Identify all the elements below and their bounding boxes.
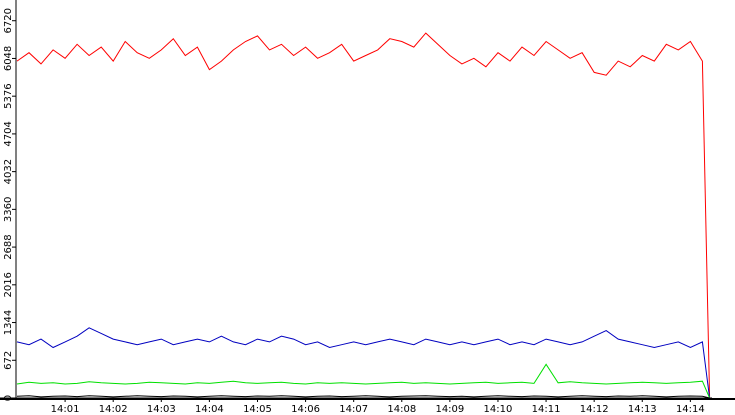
x-tick-label: 14:10 (484, 404, 513, 415)
x-tick-label: 14:13 (628, 404, 657, 415)
x-tick-label: 14:14 (676, 404, 705, 415)
y-tick-label: 6720 (3, 8, 14, 33)
series-line (16, 327, 711, 399)
x-tick-label: 14:11 (532, 404, 561, 415)
series-line (16, 395, 710, 399)
y-tick-label: 4704 (3, 121, 14, 146)
x-tick-label: 14:07 (339, 404, 368, 415)
x-tick-label: 14:09 (435, 404, 464, 415)
y-tick-label: 5376 (3, 83, 14, 108)
y-tick-label: 2688 (3, 234, 14, 259)
y-tick-label: 672 (3, 351, 14, 370)
x-tick-label: 14:05 (243, 404, 272, 415)
x-tick-label: 14:06 (291, 404, 320, 415)
y-tick-label: 0 (3, 395, 14, 401)
x-tick-label: 14:12 (580, 404, 609, 415)
bottom-band (0, 398, 735, 400)
x-tick-label: 14:03 (147, 404, 176, 415)
y-tick-label: 3360 (3, 197, 14, 222)
x-tick-label: 14:01 (51, 404, 80, 415)
x-tick-label: 14:08 (387, 404, 416, 415)
y-tick-label: 2016 (3, 272, 14, 297)
series-line (16, 363, 711, 399)
y-tick-label: 4032 (3, 159, 14, 184)
x-tick-label: 14:02 (99, 404, 128, 415)
y-tick-label: 6048 (3, 46, 14, 71)
y-tick-label: 1344 (3, 310, 14, 335)
x-tick-label: 14:04 (195, 404, 224, 415)
series-line (16, 32, 711, 399)
